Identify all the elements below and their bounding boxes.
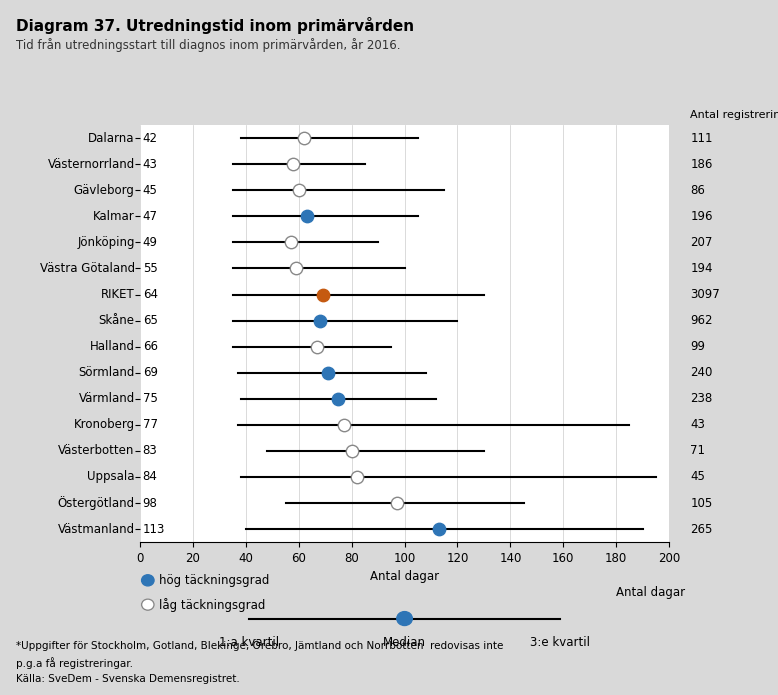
Text: 3097: 3097 [690,288,720,301]
Text: 42: 42 [142,131,158,145]
Point [287,158,300,170]
Text: Västmanland: Västmanland [58,523,135,536]
Text: Tid från utredningsstart till diagnos inom primärvården, år 2016.: Tid från utredningsstart till diagnos in… [16,38,400,52]
Text: 45: 45 [690,471,705,484]
Text: Källa: SveDem - Svenska Demensregistret.: Källa: SveDem - Svenska Demensregistret. [16,674,240,684]
Text: 66: 66 [142,340,158,353]
Text: 43: 43 [690,418,705,432]
Text: 55: 55 [142,262,157,275]
Point [290,263,303,274]
Text: 45: 45 [142,183,158,197]
X-axis label: Antal dagar: Antal dagar [370,571,439,583]
Text: 99: 99 [690,340,705,353]
Point [433,523,445,534]
Text: Uppsala: Uppsala [87,471,135,484]
Text: 207: 207 [690,236,713,249]
Text: Västra Götaland: Västra Götaland [40,262,135,275]
Text: 83: 83 [142,444,157,457]
Text: Antal registreringar: Antal registreringar [690,110,778,120]
Point [285,237,297,248]
Point [391,498,403,509]
Text: 43: 43 [142,158,158,171]
Text: Halland: Halland [89,340,135,353]
Text: 86: 86 [690,183,705,197]
Text: Värmland: Värmland [79,392,135,405]
Text: *Uppgifter för Stockholm, Gotland, Blekinge, Örebro, Jämtland och Norrbotten  re: *Uppgifter för Stockholm, Gotland, Bleki… [16,639,503,651]
Text: Kronoberg: Kronoberg [74,418,135,432]
Text: Skåne: Skåne [99,314,135,327]
Point [298,133,310,144]
Text: 49: 49 [142,236,158,249]
Text: 186: 186 [690,158,713,171]
Point [332,393,345,404]
Text: Västerbotten: Västerbotten [58,444,135,457]
Text: 105: 105 [690,496,713,509]
Text: Diagram 37. Utredningstid inom primärvården: Diagram 37. Utredningstid inom primärvår… [16,17,414,34]
Point [314,315,326,326]
Text: 3:e kvartil: 3:e kvartil [530,636,591,649]
Text: Kalmar: Kalmar [93,210,135,223]
Text: 962: 962 [690,314,713,327]
Text: hög täckningsgrad: hög täckningsgrad [159,574,270,587]
Text: 238: 238 [690,392,713,405]
Text: 265: 265 [690,523,713,536]
Point [338,419,350,430]
Text: 1:a kvartil: 1:a kvartil [219,636,279,649]
Text: Jönköping: Jönköping [77,236,135,249]
Text: Antal dagar: Antal dagar [615,587,685,599]
Text: 194: 194 [690,262,713,275]
Text: Sörmland: Sörmland [79,366,135,379]
Text: 64: 64 [142,288,158,301]
Text: Västernorrland: Västernorrland [47,158,135,171]
Text: Dalarna: Dalarna [88,131,135,145]
Text: Östergötland: Östergötland [58,496,135,510]
Text: 75: 75 [142,392,158,405]
Text: RIKET: RIKET [101,288,135,301]
Point [300,211,313,222]
Text: 240: 240 [690,366,713,379]
Text: 65: 65 [142,314,158,327]
Text: Gävleborg: Gävleborg [74,183,135,197]
Text: 47: 47 [142,210,158,223]
Text: 69: 69 [142,366,158,379]
Text: låg täckningsgrad: låg täckningsgrad [159,598,266,612]
Text: Median: Median [383,636,426,649]
Point [317,289,329,300]
Point [311,341,324,352]
Text: 196: 196 [690,210,713,223]
Point [351,471,363,482]
Text: 84: 84 [142,471,158,484]
Text: 77: 77 [142,418,158,432]
Point [293,185,305,196]
Text: p.g.a få registreringar.: p.g.a få registreringar. [16,657,132,669]
Text: 113: 113 [142,523,165,536]
Text: 98: 98 [142,496,158,509]
Point [321,367,334,378]
Text: 111: 111 [690,131,713,145]
Point [345,445,358,457]
Text: 71: 71 [690,444,705,457]
